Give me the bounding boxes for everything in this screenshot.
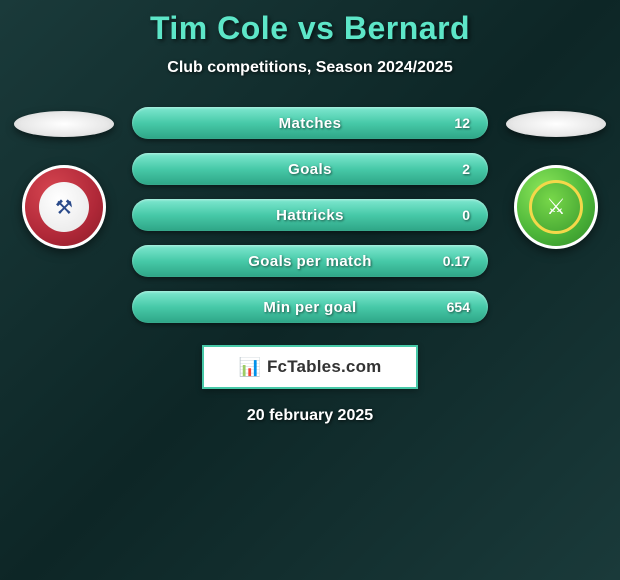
right-column: ⚔ — [506, 107, 606, 249]
stat-value-right: 0 — [462, 207, 470, 223]
stat-row-min-per-goal: Min per goal 654 — [132, 291, 488, 323]
comparison-subtitle: Club competitions, Season 2024/2025 — [0, 59, 620, 77]
brand-text: FcTables.com — [267, 357, 382, 377]
stat-row-goals: Goals 2 — [132, 153, 488, 185]
stat-value-right: 2 — [462, 161, 470, 177]
player-right-avatar — [506, 111, 606, 137]
stat-label: Goals per match — [248, 253, 372, 270]
stat-row-hattricks: Hattricks 0 — [132, 199, 488, 231]
left-column: ⚒ — [14, 107, 114, 249]
hammers-icon: ⚒ — [55, 195, 73, 220]
shield-icon: ⚔ — [546, 194, 566, 220]
main-row: ⚒ Matches 12 Goals 2 Hattricks 0 Goals p… — [0, 107, 620, 323]
stat-value-right: 0.17 — [443, 253, 470, 269]
bar-chart-icon: 📊 — [239, 357, 261, 378]
stat-row-matches: Matches 12 — [132, 107, 488, 139]
stat-label: Hattricks — [276, 207, 344, 224]
comparison-title: Tim Cole vs Bernard — [0, 10, 620, 47]
brand-link[interactable]: 📊 FcTables.com — [202, 345, 418, 389]
player-left-avatar — [14, 111, 114, 137]
stat-label: Matches — [279, 115, 342, 132]
club-crest-right: ⚔ — [514, 165, 598, 249]
club-crest-left: ⚒ — [22, 165, 106, 249]
stat-label: Goals — [288, 161, 332, 178]
stats-list: Matches 12 Goals 2 Hattricks 0 Goals per… — [132, 107, 488, 323]
stat-row-goals-per-match: Goals per match 0.17 — [132, 245, 488, 277]
stat-value-right: 12 — [454, 115, 470, 131]
stat-value-right: 654 — [447, 299, 470, 315]
snapshot-date: 20 february 2025 — [0, 407, 620, 425]
stat-label: Min per goal — [263, 299, 356, 316]
